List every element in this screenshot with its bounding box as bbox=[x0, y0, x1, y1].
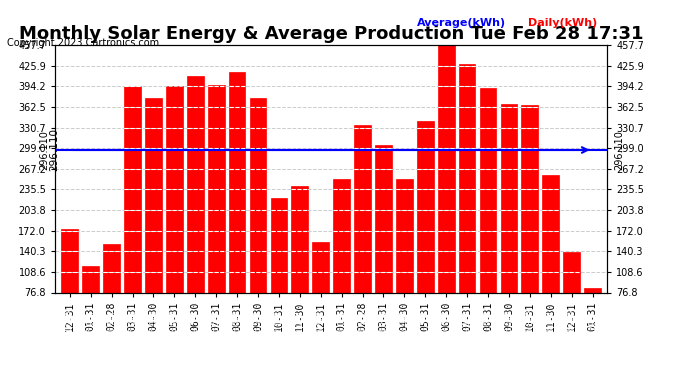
Text: 395.072: 395.072 bbox=[128, 310, 137, 341]
Bar bbox=[480, 88, 496, 342]
Text: 296.110: 296.110 bbox=[40, 130, 50, 170]
Text: 457.668: 457.668 bbox=[442, 310, 451, 341]
Bar bbox=[438, 45, 455, 342]
Text: 151.744: 151.744 bbox=[107, 310, 116, 341]
Text: 84.296: 84.296 bbox=[588, 315, 597, 341]
Text: 222.168: 222.168 bbox=[275, 310, 284, 341]
Bar bbox=[375, 145, 392, 342]
Text: 366.616: 366.616 bbox=[504, 310, 513, 341]
Bar bbox=[291, 186, 308, 342]
Bar bbox=[563, 252, 580, 342]
Bar bbox=[250, 98, 266, 342]
Text: 365.360: 365.360 bbox=[525, 309, 534, 341]
Text: 429.120: 429.120 bbox=[462, 310, 471, 341]
Bar bbox=[145, 98, 162, 342]
Text: 340.732: 340.732 bbox=[421, 310, 430, 341]
Bar bbox=[187, 76, 204, 342]
Text: 376.592: 376.592 bbox=[253, 310, 262, 341]
Text: 376.072: 376.072 bbox=[149, 310, 158, 341]
Text: 296.110: 296.110 bbox=[50, 129, 59, 171]
Text: 395.552: 395.552 bbox=[212, 310, 221, 341]
Text: 409.788: 409.788 bbox=[191, 310, 200, 341]
Text: 252.040: 252.040 bbox=[400, 310, 409, 341]
Text: Copyright 2023 Cartronics.com: Copyright 2023 Cartronics.com bbox=[7, 38, 159, 48]
Text: 116.984: 116.984 bbox=[86, 310, 95, 341]
Bar bbox=[500, 104, 518, 342]
Text: 393.996: 393.996 bbox=[170, 309, 179, 341]
Text: 241.264: 241.264 bbox=[295, 310, 304, 341]
Bar bbox=[313, 242, 329, 342]
Bar bbox=[333, 179, 350, 342]
Text: 138.976: 138.976 bbox=[567, 310, 576, 341]
Text: 174.240: 174.240 bbox=[66, 310, 75, 341]
Bar bbox=[124, 86, 141, 342]
Bar bbox=[417, 121, 433, 342]
Bar bbox=[270, 198, 287, 342]
Bar bbox=[208, 86, 224, 342]
Text: 258.184: 258.184 bbox=[546, 310, 555, 341]
Bar bbox=[459, 64, 475, 342]
Bar bbox=[166, 86, 183, 342]
Legend: Average(kWh), Daily(kWh): Average(kWh), Daily(kWh) bbox=[412, 13, 602, 32]
Text: 334.100: 334.100 bbox=[358, 310, 367, 341]
Text: 155.128: 155.128 bbox=[316, 310, 325, 341]
Bar bbox=[522, 105, 538, 342]
Text: 296.110: 296.110 bbox=[615, 130, 624, 170]
Bar bbox=[542, 175, 559, 342]
Bar bbox=[229, 72, 246, 342]
Bar bbox=[396, 178, 413, 342]
Text: 251.088: 251.088 bbox=[337, 310, 346, 341]
Bar bbox=[584, 288, 601, 342]
Text: 390.968: 390.968 bbox=[484, 310, 493, 341]
Bar bbox=[61, 229, 78, 342]
Bar bbox=[82, 266, 99, 342]
Bar bbox=[354, 125, 371, 342]
Text: 304.108: 304.108 bbox=[379, 310, 388, 341]
Bar bbox=[104, 244, 120, 342]
Title: Monthly Solar Energy & Average Production Tue Feb 28 17:31: Monthly Solar Energy & Average Productio… bbox=[19, 26, 644, 44]
Text: 416.016: 416.016 bbox=[233, 310, 241, 341]
